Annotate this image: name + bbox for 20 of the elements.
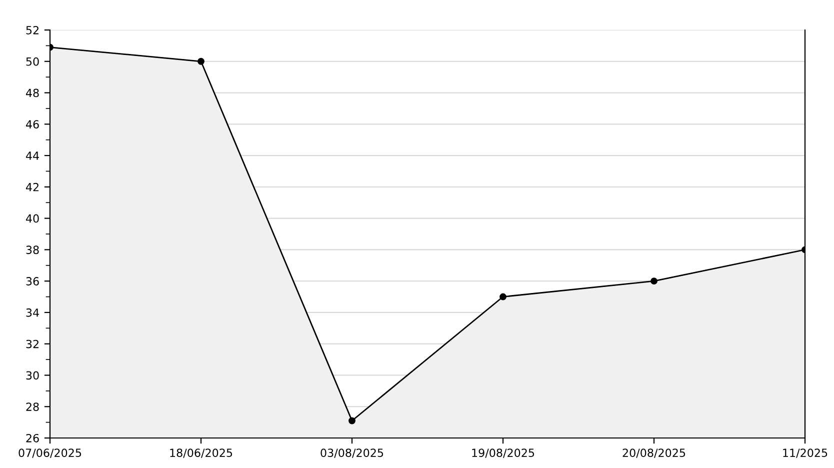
y-tick-label: 42 bbox=[26, 182, 38, 192]
x-tick-label: 19/08/2025 bbox=[472, 448, 534, 458]
x-tick-label: 07/06/2025 bbox=[18, 448, 82, 458]
y-tick-label: 36 bbox=[26, 277, 39, 286]
y-tick-label: 44 bbox=[26, 152, 39, 160]
y-tick-label: 30 bbox=[26, 371, 39, 380]
x-tick-label: 18/06/2025 bbox=[170, 448, 232, 458]
y-tick-label: 38 bbox=[26, 246, 39, 254]
x-tick-label: 11/2025 bbox=[783, 448, 828, 458]
x-tick-label: 20/08/2025 bbox=[622, 448, 686, 458]
y-tick-label: 40 bbox=[26, 214, 39, 223]
y-tick-label: 48 bbox=[26, 88, 39, 98]
y-tick-label: 34 bbox=[26, 308, 39, 317]
y-tick-label: 52 bbox=[26, 26, 38, 34]
y-tick-label: 46 bbox=[26, 120, 39, 129]
x-tick-label: 03/08/2025 bbox=[320, 448, 384, 458]
y-tick-label: 26 bbox=[26, 434, 39, 442]
y-tick-label: 28 bbox=[26, 402, 39, 411]
y-tick-label: 50 bbox=[26, 57, 39, 66]
y-tick-label: 32 bbox=[26, 340, 38, 348]
